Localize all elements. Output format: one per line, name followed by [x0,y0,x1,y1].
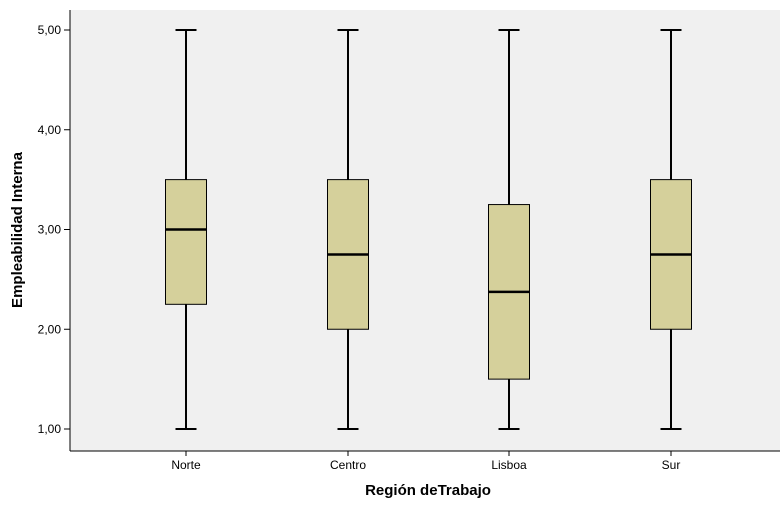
box-lisboa [488,29,530,430]
box-sur [650,29,692,430]
y-tick-label: 4,00 [38,123,62,137]
iqr-box [165,179,207,305]
x-tick-label: Centro [330,458,366,472]
box-series [165,29,692,430]
y-tick-label: 1,00 [38,422,62,436]
x-tick-label: Lisboa [491,458,527,472]
box-norte [165,29,207,430]
x-axis-labels: Norte Centro Lisboa Sur [171,451,680,472]
x-tick-label: Norte [171,458,201,472]
y-tick-label: 3,00 [38,223,62,237]
y-tick-label: 2,00 [38,322,62,336]
y-tick-label: 5,00 [38,23,62,37]
y-axis-title: Empleabilidad Interna [9,151,26,308]
y-axis-ticks: 1,00 2,00 3,00 4,00 5,00 [38,23,70,436]
box-centro [327,29,369,430]
x-axis-title: Región deTrabajo [365,482,491,499]
x-tick-label: Sur [662,458,681,472]
